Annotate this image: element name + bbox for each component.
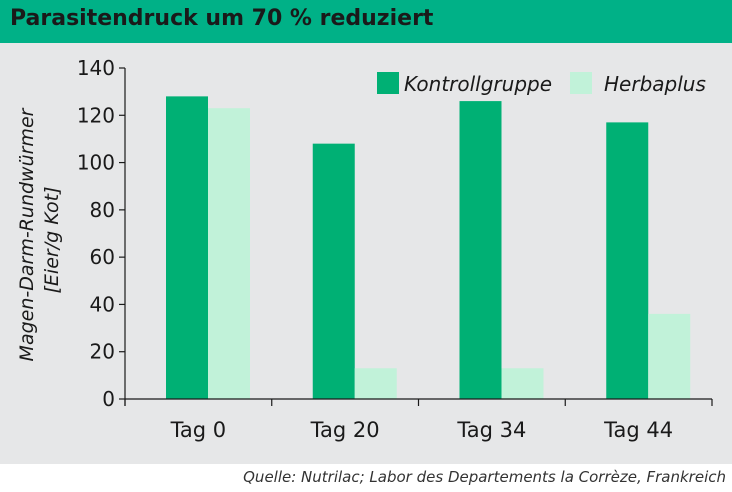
y-axis-title-line2: [Eier/g Kot] xyxy=(41,187,63,294)
bar-kontrollgruppe-tag-20 xyxy=(312,143,355,399)
bar-herbaplus-tag-0 xyxy=(208,108,250,399)
bar-herbaplus-tag-20 xyxy=(354,368,397,399)
legend-swatch-kontrollgruppe xyxy=(377,72,399,94)
y-tick-label: 120 xyxy=(77,103,115,127)
title-bar: Parasitendruck um 70 % reduziert xyxy=(0,0,732,43)
x-tick-label: Tag 0 xyxy=(170,418,227,442)
y-tick-label: 80 xyxy=(90,198,115,222)
y-tick-label: 100 xyxy=(77,151,115,175)
legend-label-kontrollgruppe: Kontrollgruppe xyxy=(404,72,552,96)
y-tick-label: 60 xyxy=(90,245,115,269)
y-tick-label: 140 xyxy=(77,56,115,80)
y-axis-title-line1: Magen-Darm-Rundwürmer xyxy=(16,107,38,361)
x-tick-label: Tag 44 xyxy=(603,418,673,442)
source-note: Quelle: Nutrilac; Labor des Departements… xyxy=(243,468,726,486)
x-tick-label: Tag 34 xyxy=(456,418,526,442)
y-tick-label: 0 xyxy=(102,387,115,411)
bar-kontrollgruppe-tag-44 xyxy=(606,122,649,399)
y-tick-label: 40 xyxy=(90,292,115,316)
bar-herbaplus-tag-44 xyxy=(648,313,691,399)
bar-herbaplus-tag-34 xyxy=(501,368,544,399)
y-tick-label: 20 xyxy=(90,340,115,364)
legend-swatch-herbaplus xyxy=(570,72,592,94)
x-tick-label: Tag 20 xyxy=(310,418,380,442)
bar-kontrollgruppe-tag-34 xyxy=(459,101,502,399)
chart-title: Parasitendruck um 70 % reduziert xyxy=(10,6,434,31)
bar-kontrollgruppe-tag-0 xyxy=(166,96,208,399)
legend-label-herbaplus: Herbaplus xyxy=(604,72,706,96)
